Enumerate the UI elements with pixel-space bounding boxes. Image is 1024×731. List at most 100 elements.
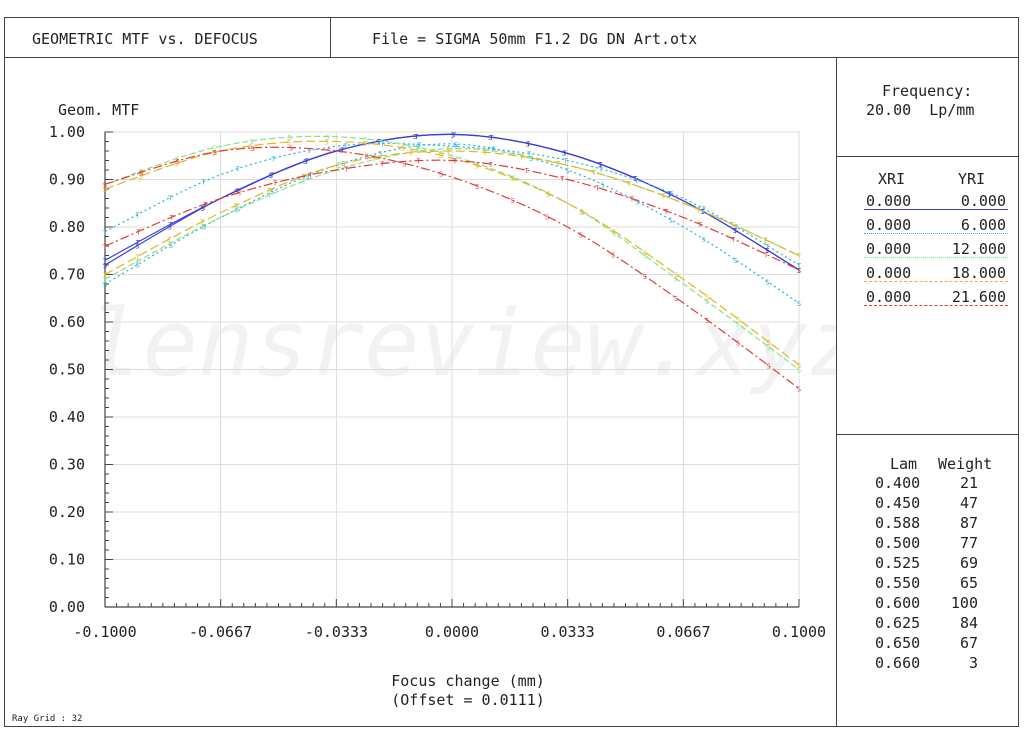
field-yri: 0.000: [960, 192, 1006, 210]
series-marker: T: [168, 241, 173, 249]
wavelength-value: 0.400: [875, 474, 921, 492]
field-legend-line: [864, 281, 1008, 282]
y-tick-label: 0.80: [49, 218, 85, 236]
series-marker: T: [662, 193, 667, 201]
series-marker: S: [364, 136, 368, 144]
series-marker: T: [341, 146, 346, 154]
series-marker: S: [454, 141, 458, 149]
series-marker: T: [483, 149, 488, 157]
series-marker: T: [103, 276, 108, 284]
series-marker: T: [302, 178, 307, 186]
series-marker: S: [797, 386, 801, 394]
series-marker: S: [249, 143, 253, 151]
series-marker: T: [526, 140, 531, 148]
series-marker: T: [136, 239, 141, 247]
series-marker: T: [336, 162, 341, 170]
series-line: [104, 143, 800, 304]
series-marker: S: [103, 181, 107, 189]
ray-grid-label: Ray Grid : 32: [12, 714, 83, 724]
lam-header: Lam: [890, 455, 918, 473]
field-xri: 0.000: [866, 192, 912, 210]
series-marker: T: [560, 175, 565, 183]
series-marker: S: [510, 197, 514, 205]
x-tick-label: 0.0667: [656, 623, 710, 641]
series-marker: T: [135, 258, 140, 266]
series-marker: T: [416, 158, 421, 166]
series-marker: T: [698, 221, 703, 229]
series-marker: T: [634, 177, 639, 185]
series-marker: S: [168, 223, 172, 231]
series-marker: S: [339, 147, 343, 155]
series-marker: T: [763, 237, 768, 245]
wavelength-value: 0.600: [875, 594, 921, 612]
series-marker: T: [234, 207, 239, 215]
series-line: [104, 146, 800, 389]
series-marker: S: [667, 191, 671, 199]
series-marker: T: [238, 189, 243, 197]
series-marker: T: [203, 201, 208, 209]
series-marker: T: [380, 141, 385, 149]
series-marker: S: [325, 138, 329, 146]
series-marker: T: [236, 166, 241, 174]
series-marker: S: [202, 223, 206, 231]
series-marker: S: [598, 161, 602, 169]
series-marker: S: [579, 208, 583, 216]
series-marker: T: [409, 150, 414, 158]
y-tick-label: 0.40: [49, 408, 85, 426]
side-divider-1: [836, 156, 1019, 157]
series-marker: S: [213, 149, 217, 157]
series-marker: S: [766, 339, 770, 347]
field-yri: 18.000: [951, 264, 1006, 282]
series-marker: S: [103, 181, 107, 189]
series-marker: S: [401, 145, 405, 153]
y-axis-title: Geom. MTF: [58, 101, 139, 119]
series-marker: S: [674, 275, 678, 283]
series-marker: T: [563, 150, 568, 158]
series-marker: S: [565, 167, 569, 175]
wavelength-value: 0.625: [875, 614, 921, 632]
side-panel-divider: [836, 57, 837, 727]
series-marker: T: [627, 180, 632, 188]
series-marker: S: [103, 186, 107, 194]
series-marker: T: [797, 253, 802, 261]
series-marker: S: [766, 363, 770, 371]
series-marker: S: [287, 139, 291, 147]
series-marker: S: [365, 152, 369, 160]
series-marker: T: [169, 221, 174, 229]
wavelength-value: 0.588: [875, 514, 921, 532]
series-marker: S: [439, 150, 443, 158]
wavelength-value: 0.525: [875, 554, 921, 572]
series-marker: T: [701, 208, 706, 216]
series-marker: T: [202, 204, 207, 212]
series-marker: T: [763, 237, 768, 245]
series-marker: S: [175, 160, 179, 168]
series-marker: S: [402, 160, 406, 168]
wavelength-value: 0.650: [875, 634, 921, 652]
series-marker: T: [733, 227, 738, 235]
series-marker: T: [271, 155, 276, 163]
series-marker: T: [667, 191, 672, 199]
series-marker: T: [301, 173, 306, 181]
header-divider: [4, 57, 1019, 58]
series-marker: S: [175, 155, 179, 163]
series-marker: S: [705, 298, 709, 306]
series-marker: S: [139, 173, 143, 181]
field-legend-line: [864, 233, 1008, 234]
series-marker: T: [797, 267, 802, 275]
series-marker: S: [612, 230, 616, 238]
series-marker: S: [643, 273, 647, 281]
series-marker: S: [705, 317, 709, 325]
series-marker: T: [599, 166, 604, 174]
series-marker: T: [591, 169, 596, 177]
series-marker: S: [733, 227, 737, 235]
series-marker: S: [413, 133, 417, 141]
field-yri: 21.600: [951, 288, 1006, 306]
series-marker: T: [343, 142, 348, 150]
y-tick-label: 0.00: [49, 598, 85, 616]
series-marker: T: [452, 131, 457, 139]
series-marker: T: [417, 141, 422, 149]
series-marker: T: [627, 180, 632, 188]
series-marker: S: [212, 145, 216, 153]
wavelength-value: 0.660: [875, 654, 921, 672]
series-marker: T: [702, 206, 707, 214]
